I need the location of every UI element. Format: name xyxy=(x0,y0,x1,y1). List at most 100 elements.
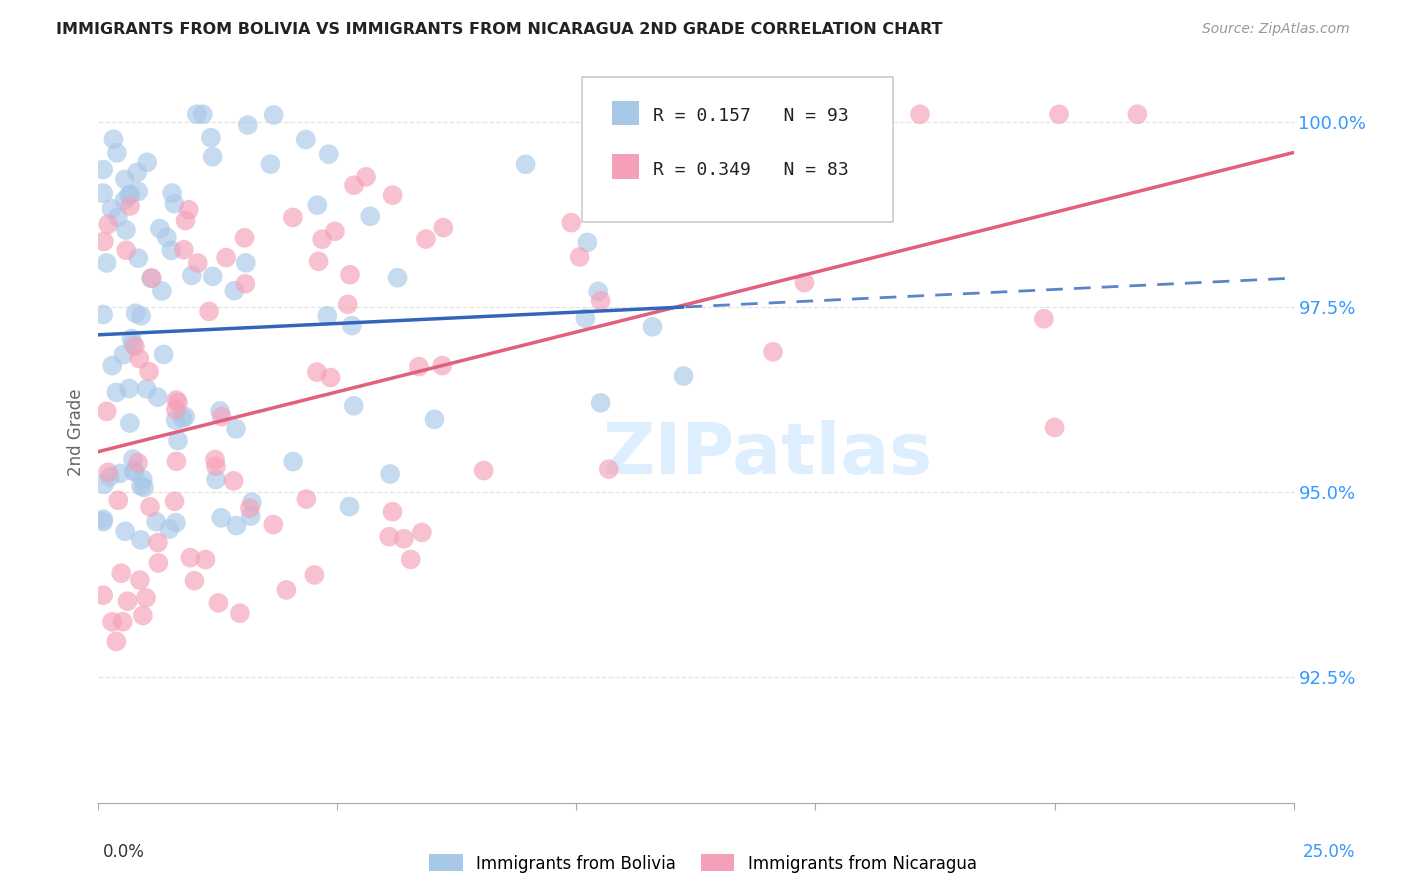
Point xyxy=(96,404,118,418)
Point xyxy=(122,465,145,479)
Point xyxy=(295,132,318,146)
Point xyxy=(316,309,339,323)
Point xyxy=(127,165,149,179)
Point xyxy=(304,568,326,582)
Point xyxy=(295,491,318,506)
Point xyxy=(156,230,179,244)
Point xyxy=(515,157,537,171)
Point xyxy=(167,395,190,409)
Point xyxy=(209,511,232,525)
Point xyxy=(115,223,138,237)
Point xyxy=(336,297,359,311)
Point xyxy=(132,480,155,494)
Point xyxy=(576,235,599,250)
Point xyxy=(568,250,591,264)
Point xyxy=(641,319,664,334)
Point xyxy=(103,132,125,146)
Point xyxy=(174,213,197,227)
Point xyxy=(233,231,256,245)
Point xyxy=(149,221,172,235)
Point xyxy=(589,396,612,410)
Point xyxy=(560,216,582,230)
Point xyxy=(118,381,141,395)
Point xyxy=(128,351,150,366)
Point xyxy=(135,591,157,605)
Point xyxy=(177,202,200,217)
Point xyxy=(114,194,136,208)
Point xyxy=(135,382,157,396)
Point xyxy=(399,552,422,566)
Text: 0.0%: 0.0% xyxy=(103,843,145,861)
Point xyxy=(127,185,149,199)
Point xyxy=(115,244,138,258)
Point xyxy=(198,304,221,318)
Point xyxy=(239,501,262,516)
Point xyxy=(136,155,159,169)
Point xyxy=(205,459,228,474)
Point xyxy=(381,505,404,519)
Point xyxy=(205,473,228,487)
Point xyxy=(163,196,186,211)
Point xyxy=(157,522,180,536)
Point xyxy=(122,336,145,351)
Point xyxy=(167,434,190,448)
Point xyxy=(91,186,114,201)
Point xyxy=(908,107,931,121)
Point xyxy=(1047,107,1070,121)
Text: ZIPatlas: ZIPatlas xyxy=(603,420,932,490)
FancyBboxPatch shape xyxy=(613,154,638,178)
Point xyxy=(183,574,205,588)
Point xyxy=(194,552,217,566)
Point xyxy=(93,235,115,249)
Point xyxy=(281,454,304,468)
Point xyxy=(211,409,233,424)
Point xyxy=(392,532,415,546)
Point xyxy=(165,454,187,468)
Point xyxy=(340,318,363,333)
Point xyxy=(129,573,152,587)
Point xyxy=(432,220,454,235)
Point xyxy=(91,512,114,526)
Text: R = 0.157   N = 93: R = 0.157 N = 93 xyxy=(652,108,849,126)
Point xyxy=(174,409,197,424)
Point xyxy=(173,243,195,257)
Point xyxy=(108,467,131,481)
Point xyxy=(423,412,446,426)
Point xyxy=(222,474,245,488)
Point xyxy=(263,108,285,122)
Point xyxy=(225,518,247,533)
Point xyxy=(343,399,366,413)
Point xyxy=(97,465,120,479)
Point xyxy=(127,456,149,470)
Point xyxy=(124,339,146,353)
Point xyxy=(139,500,162,514)
Point xyxy=(378,467,401,481)
Point xyxy=(209,404,232,418)
Point xyxy=(146,535,169,549)
Point xyxy=(236,118,259,132)
Point xyxy=(117,594,139,608)
Point xyxy=(262,517,284,532)
Point xyxy=(235,277,257,291)
Point xyxy=(1126,107,1149,121)
Legend: Immigrants from Bolivia, Immigrants from Nicaragua: Immigrants from Bolivia, Immigrants from… xyxy=(423,847,983,880)
Point xyxy=(672,369,695,384)
Point xyxy=(307,198,329,212)
Point xyxy=(91,515,114,529)
FancyBboxPatch shape xyxy=(582,78,893,221)
Point xyxy=(139,271,162,285)
Point xyxy=(163,494,186,508)
Point xyxy=(101,359,124,373)
Point xyxy=(415,232,437,246)
Point xyxy=(97,217,120,231)
Point xyxy=(129,309,152,323)
Point xyxy=(150,284,173,298)
Point xyxy=(276,582,298,597)
Point xyxy=(165,402,187,417)
Point xyxy=(141,271,163,285)
Point xyxy=(132,608,155,623)
Point xyxy=(129,479,152,493)
Point xyxy=(91,308,114,322)
Point xyxy=(165,413,187,427)
Point xyxy=(160,186,183,200)
